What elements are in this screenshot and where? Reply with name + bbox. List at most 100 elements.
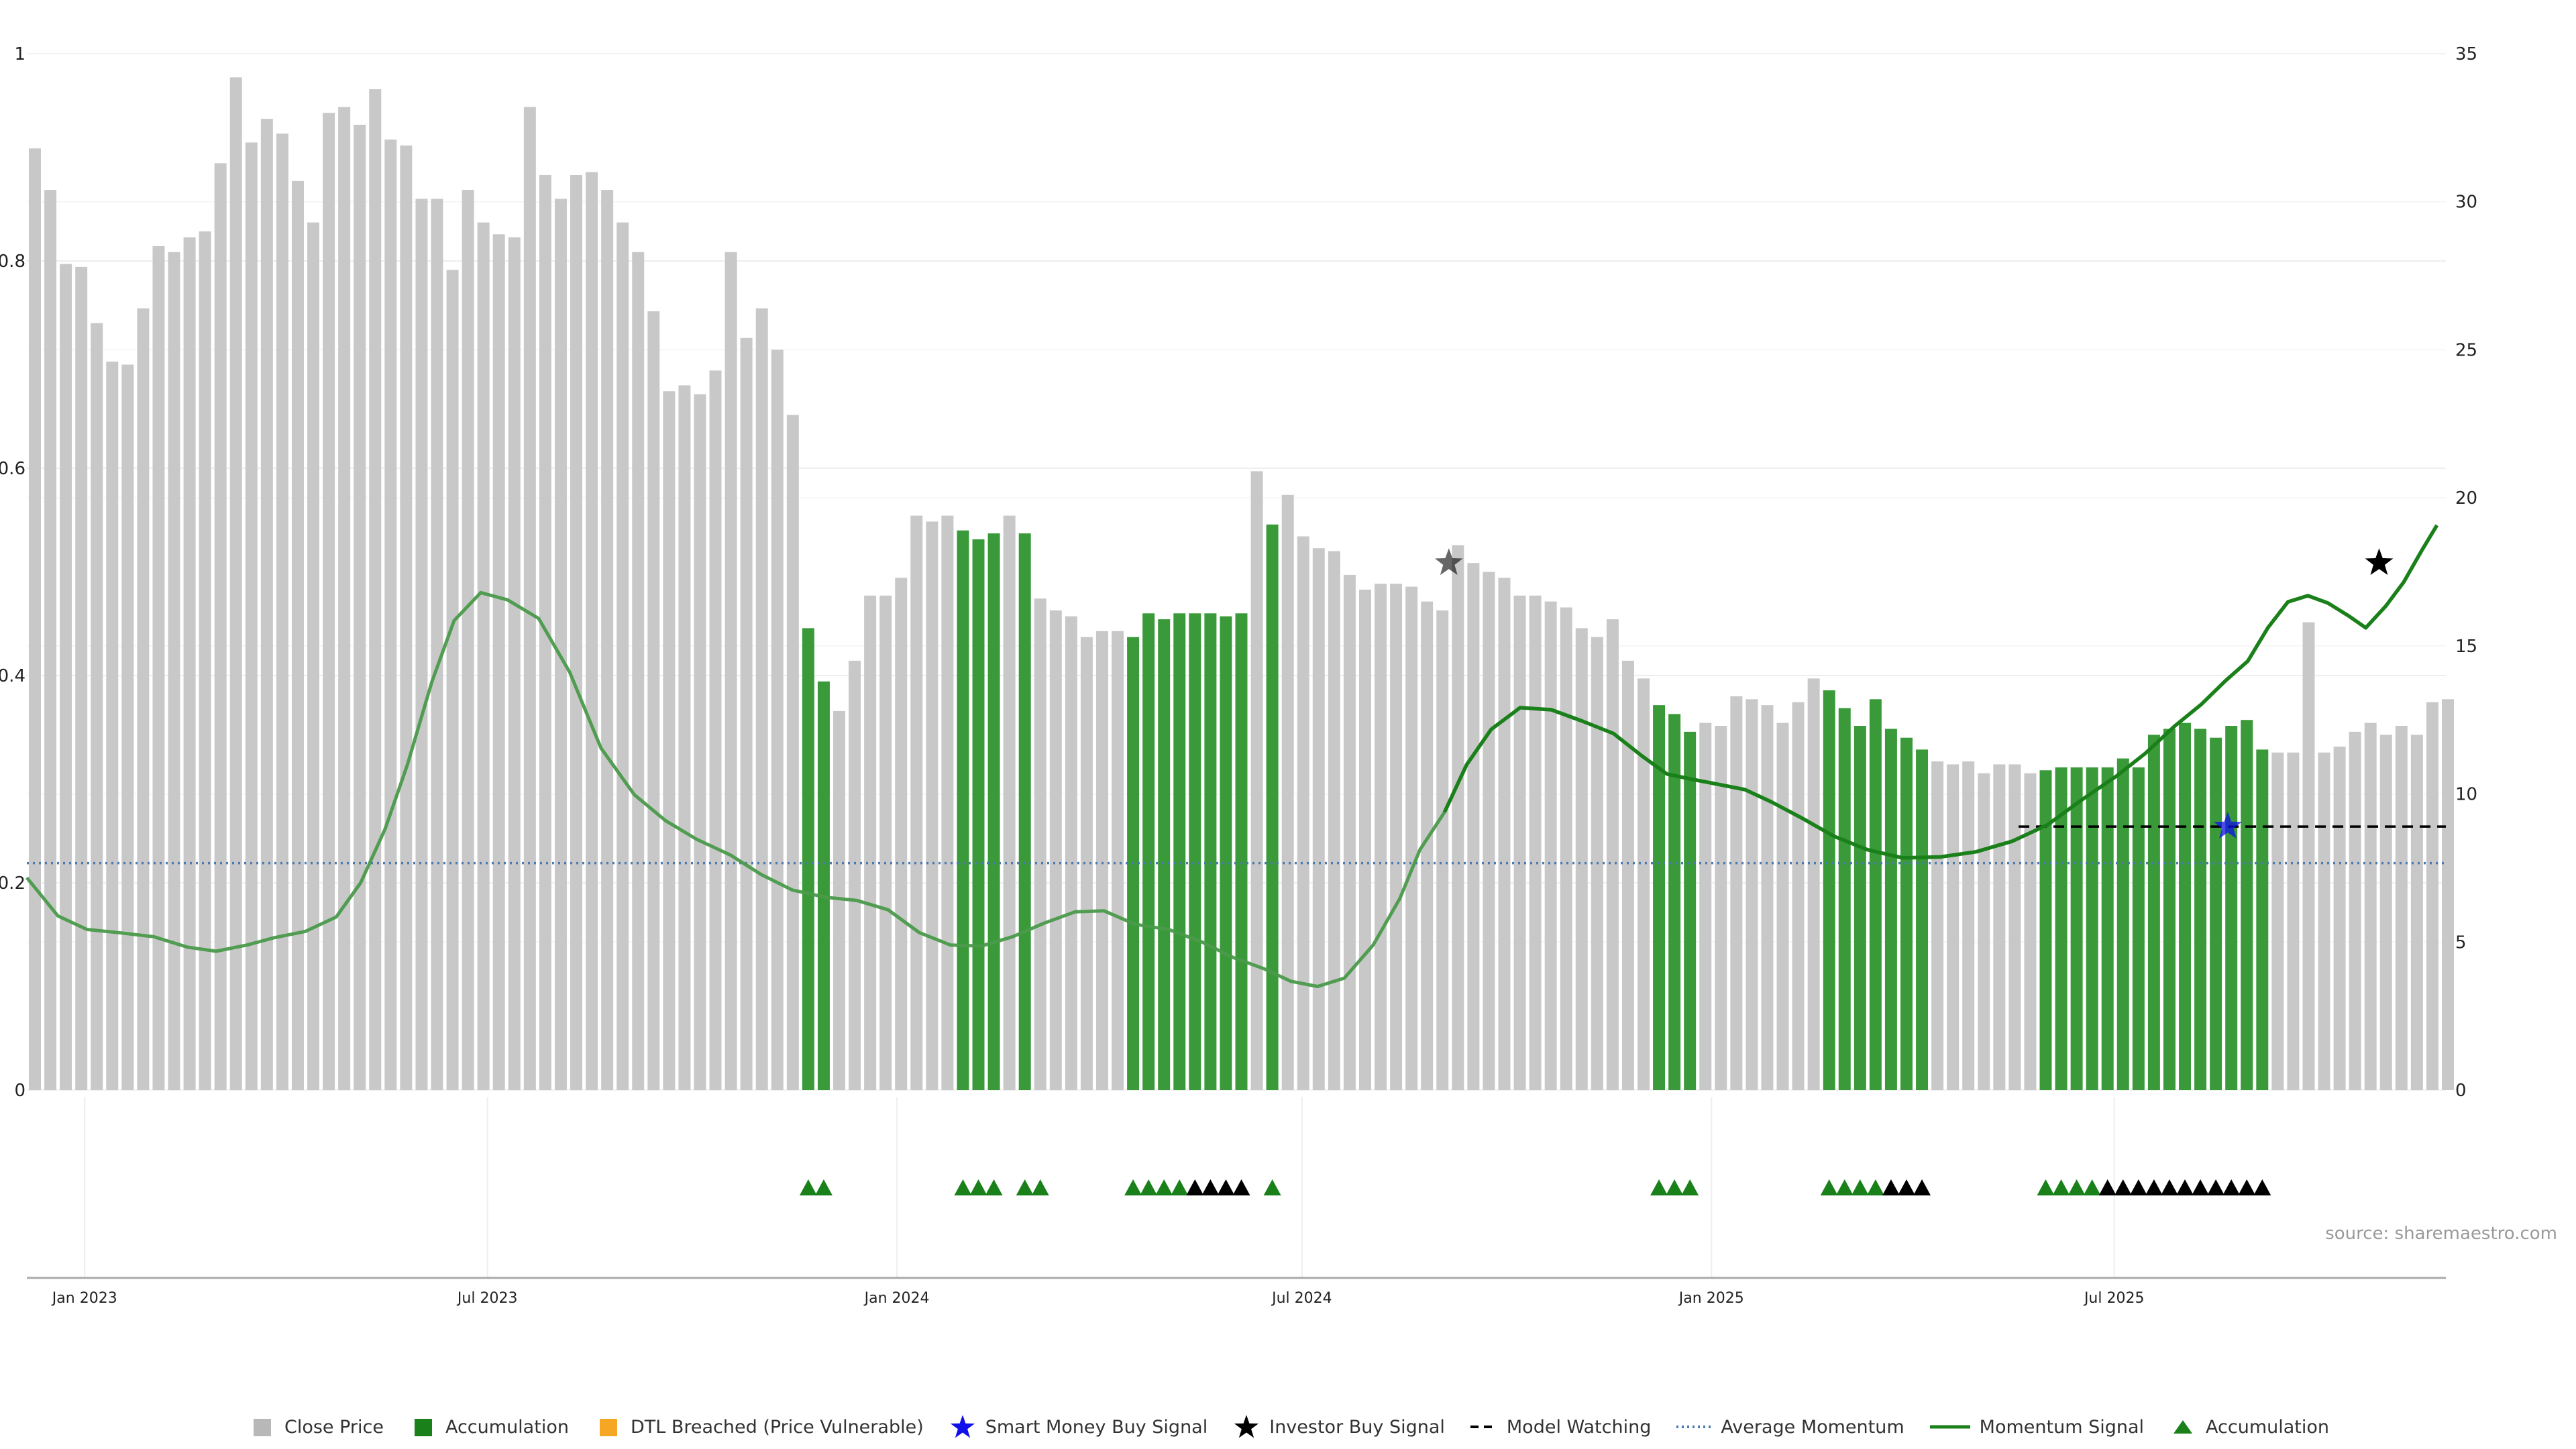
price-bar xyxy=(1544,601,1557,1090)
price-bar xyxy=(709,370,722,1090)
legend-item: Average Momentum xyxy=(1675,1415,1904,1438)
accumulation-bar xyxy=(1884,729,1897,1090)
price-bar xyxy=(694,394,706,1091)
accumulation-marker xyxy=(2145,1179,2163,1195)
price-bar xyxy=(1978,773,1990,1090)
price-bar xyxy=(229,77,242,1090)
accumulation-marker xyxy=(1016,1179,1034,1195)
accumulation-marker xyxy=(1835,1179,1854,1195)
legend-item: Accumulation xyxy=(408,1415,569,1438)
accumulation-bar xyxy=(1854,726,1866,1090)
price-bar xyxy=(1297,536,1309,1090)
accumulation-bar xyxy=(2055,767,2068,1090)
accumulation-bar xyxy=(1266,524,1279,1090)
accumulation-marker xyxy=(1820,1179,1838,1195)
price-bar xyxy=(523,107,536,1090)
left-tick-label: 0.8 xyxy=(0,252,25,272)
price-bar xyxy=(1575,628,1588,1090)
legend-label: Accumulation xyxy=(2206,1416,2330,1438)
price-bar xyxy=(384,140,397,1090)
price-bar xyxy=(1513,595,1526,1090)
legend-star-icon xyxy=(1232,1415,1261,1438)
x-tick-label: Jul 2025 xyxy=(2083,1290,2145,1307)
price-bar xyxy=(60,264,72,1090)
right-tick-label: 5 xyxy=(2455,932,2467,953)
price-bar xyxy=(941,515,954,1090)
price-bar xyxy=(1699,722,1712,1090)
accumulation-marker xyxy=(1681,1179,1699,1195)
accumulation-bar xyxy=(1838,708,1851,1090)
price-bar xyxy=(2302,622,2315,1090)
price-bar xyxy=(663,391,676,1091)
price-bar xyxy=(214,163,227,1090)
accumulation-marker xyxy=(2098,1179,2116,1195)
accumulation-marker xyxy=(2052,1179,2070,1195)
price-bar xyxy=(678,385,691,1090)
accumulation-marker xyxy=(969,1179,987,1195)
price-bar xyxy=(2287,752,2300,1090)
price-bar xyxy=(1962,761,1975,1090)
price-bar xyxy=(647,311,660,1090)
accumulation-marker xyxy=(2068,1179,2086,1195)
legend-square-icon xyxy=(408,1415,437,1438)
price-bar xyxy=(755,308,768,1091)
price-bar xyxy=(2333,746,2346,1090)
price-bar xyxy=(895,578,908,1090)
x-tick-label: Jan 2024 xyxy=(863,1290,930,1307)
accumulation-marker xyxy=(1201,1179,1220,1195)
price-bar xyxy=(586,172,598,1091)
price-bar xyxy=(1761,705,1774,1090)
price-bar xyxy=(1250,471,1263,1090)
price-bar xyxy=(1606,619,1619,1090)
legend-item: DTL Breached (Price Vulnerable) xyxy=(593,1415,924,1438)
price-bar xyxy=(1715,726,1727,1090)
accumulation-bar xyxy=(1668,714,1681,1090)
legend-triangle-icon xyxy=(2168,1415,2198,1438)
accumulation-bar xyxy=(2116,758,2129,1090)
price-bar xyxy=(91,323,103,1091)
left-tick-label: 1 xyxy=(14,44,25,64)
price-bar xyxy=(1049,610,1062,1090)
price-bar xyxy=(1312,548,1325,1090)
accumulation-marker xyxy=(2129,1179,2147,1195)
price-bar xyxy=(462,190,474,1090)
accumulation-bar xyxy=(1204,613,1217,1090)
right-tick-label: 30 xyxy=(2455,193,2477,213)
x-tick-label: Jan 2025 xyxy=(1678,1290,1744,1307)
accumulation-bar xyxy=(1158,619,1171,1090)
x-tick-label: Jul 2023 xyxy=(456,1290,518,1307)
price-bar xyxy=(1993,764,2006,1090)
price-bar xyxy=(152,246,165,1090)
accumulation-marker xyxy=(1155,1179,1173,1195)
price-bar xyxy=(338,107,351,1090)
legend-label: Model Watching xyxy=(1506,1416,1652,1438)
accumulation-marker xyxy=(799,1179,817,1195)
price-bar xyxy=(1621,660,1634,1090)
accumulation-bar xyxy=(1018,533,1031,1090)
price-bar xyxy=(1065,616,1077,1090)
price-bar xyxy=(307,222,320,1091)
accumulation-bar xyxy=(2194,729,2207,1090)
accumulation-bar xyxy=(802,628,814,1090)
accumulation-marker xyxy=(985,1179,1003,1195)
price-bar xyxy=(323,113,335,1090)
accumulation-marker xyxy=(1232,1179,1250,1195)
investor-buy-star xyxy=(1434,548,1463,576)
price-bar xyxy=(1807,678,1820,1090)
price-bars xyxy=(29,77,2454,1091)
source-label: source: sharemaestro.com xyxy=(2325,1224,2557,1244)
accumulation-marker xyxy=(1866,1179,1884,1195)
chart-grid xyxy=(27,53,2446,1278)
price-bar xyxy=(137,308,150,1091)
accumulation-bar xyxy=(2241,720,2253,1090)
price-bar xyxy=(2410,735,2423,1090)
price-bar xyxy=(106,362,119,1090)
price-bar xyxy=(29,148,41,1091)
price-bar xyxy=(431,199,443,1090)
accumulation-bar xyxy=(2210,737,2222,1090)
price-bar xyxy=(2008,764,2021,1090)
price-bar xyxy=(291,180,304,1090)
price-bar xyxy=(1792,702,1805,1090)
accumulation-marker xyxy=(1186,1179,1204,1195)
accumulation-marker xyxy=(2160,1179,2178,1195)
